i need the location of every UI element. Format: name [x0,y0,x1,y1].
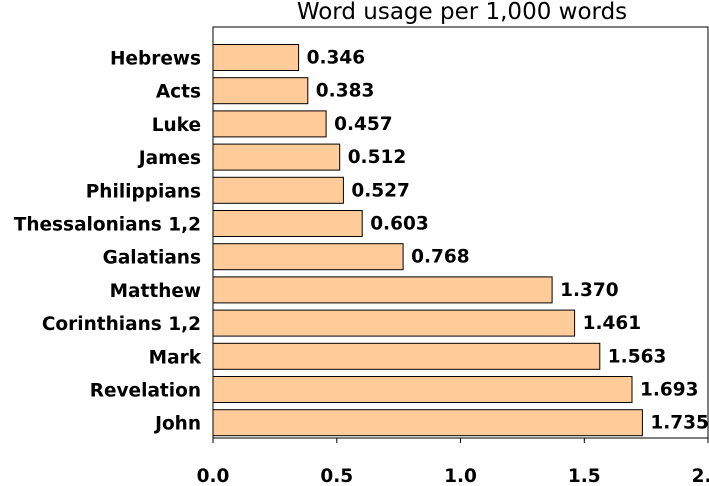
chart-title: Word usage per 1,000 words [297,0,627,25]
value-label: 0.527 [351,180,410,201]
plot-frame [212,26,709,439]
category-label: Acts [156,82,201,103]
value-label: 0.512 [348,147,407,168]
value-label: 1.563 [608,346,667,367]
category-label: Philippians [86,181,201,202]
bar [212,409,643,437]
value-label: 1.461 [583,313,642,334]
value-label: 0.383 [316,81,375,102]
x-tick-label: 1.5 [568,466,601,486]
bar [212,143,341,171]
value-label: 0.768 [411,247,470,268]
category-label: Matthew [110,281,201,302]
category-label: Mark [149,347,202,368]
x-tick-label: 1.0 [444,466,477,486]
x-tick-label: 2.0 [692,466,709,486]
category-label: Thessalonians 1,2 [14,215,201,236]
category-label: James [137,148,201,169]
category-label: Corinthians 1,2 [42,314,201,335]
category-label: Galatians [103,248,201,269]
value-label: 0.457 [334,114,393,135]
value-label: 1.693 [640,380,699,401]
bar [212,176,344,204]
x-tick-label: 0.0 [197,466,230,486]
value-label: 0.346 [307,48,366,69]
bar [212,243,404,271]
value-label: 1.370 [560,280,619,301]
bar [212,276,553,304]
category-label: John [153,414,201,435]
bar [212,342,601,370]
value-label: 0.603 [370,214,429,235]
bar [212,376,633,403]
value-label: 1.735 [650,413,709,434]
category-label: Hebrews [110,49,201,70]
bar [212,77,309,105]
bars-group: Hebrews 0.346 Acts 0.383 Luke 0.457 James 0.512… [14,44,709,437]
bar [212,110,327,138]
x-tick-label: 0.5 [320,466,353,486]
bar [212,210,363,237]
category-label: Revelation [90,381,201,402]
bar [212,309,576,337]
category-label: Luke [152,115,201,136]
x-axis: 0.0 0.5 1.0 1.5 2.0 [197,438,709,486]
bar [212,44,300,71]
